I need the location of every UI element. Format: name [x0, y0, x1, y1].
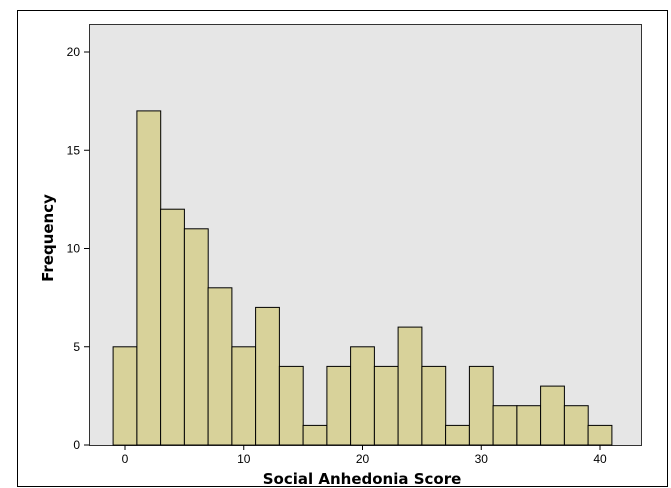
bar-16: [492, 405, 518, 446]
bar-12: [397, 326, 423, 446]
x-tick-label-1: 10: [237, 452, 251, 466]
bar-3: [183, 228, 209, 446]
bar-9: [326, 365, 352, 446]
y-tick-label-1: 5: [73, 340, 80, 354]
bar-6: [255, 306, 280, 446]
bar-17: [516, 405, 542, 446]
bar-11: [373, 365, 399, 446]
bar-13: [421, 365, 447, 446]
bar-20: [587, 424, 613, 446]
bar-0: [112, 346, 138, 446]
x-axis: 0 10 20 30 40: [122, 445, 607, 466]
y-axis: 0 5 10 15 20: [67, 45, 90, 452]
y-tick-label-0: 0: [73, 438, 80, 452]
bar-4: [207, 287, 233, 446]
bar-14: [445, 424, 470, 446]
x-tick-label-3: 30: [475, 452, 489, 466]
y-tick-label-4: 20: [67, 45, 81, 59]
bar-19: [563, 405, 589, 446]
bar-18: [540, 385, 565, 446]
bar-2: [160, 208, 185, 446]
x-axis-title: Social Anhedonia Score: [263, 470, 462, 488]
bars-group: [112, 110, 613, 446]
bar-7: [278, 365, 304, 446]
x-tick-label-4: 40: [593, 452, 607, 466]
bar-1: [136, 110, 162, 446]
x-tick-label-0: 0: [122, 452, 129, 466]
x-tick-label-2: 20: [356, 452, 370, 466]
bar-5: [231, 346, 257, 446]
bar-8: [302, 424, 328, 446]
bar-10: [350, 346, 375, 446]
y-tick-label-2: 10: [67, 242, 81, 256]
y-axis-title: Frequency: [39, 194, 57, 282]
y-tick-label-3: 15: [67, 143, 81, 157]
bar-15: [468, 365, 494, 446]
